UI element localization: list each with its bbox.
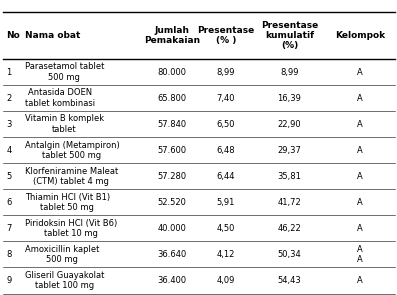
Text: A: A	[357, 94, 363, 103]
Text: 46,22: 46,22	[278, 224, 301, 233]
Text: Parasetamol tablet
500 mg: Parasetamol tablet 500 mg	[25, 62, 104, 82]
Text: 2: 2	[6, 94, 12, 103]
Text: 4,09: 4,09	[217, 276, 235, 285]
Text: 6,48: 6,48	[217, 146, 235, 155]
Text: A: A	[357, 120, 363, 129]
Text: 6: 6	[6, 198, 12, 207]
Text: Antalgin (Metampiron)
tablet 500 mg: Antalgin (Metampiron) tablet 500 mg	[25, 140, 119, 160]
Text: 41,72: 41,72	[278, 198, 301, 207]
Text: 9: 9	[6, 276, 12, 285]
Text: 5,91: 5,91	[217, 198, 235, 207]
Text: 8,99: 8,99	[217, 68, 235, 76]
Text: Piridoksin HCl (Vit B6)
tablet 10 mg: Piridoksin HCl (Vit B6) tablet 10 mg	[25, 219, 117, 238]
Text: 6,44: 6,44	[217, 172, 235, 181]
Text: Jumlah
Pemakaian: Jumlah Pemakaian	[144, 26, 200, 45]
Text: 54,43: 54,43	[278, 276, 301, 285]
Text: 1: 1	[6, 68, 12, 76]
Text: A: A	[357, 146, 363, 155]
Text: No: No	[6, 31, 20, 40]
Text: A
A: A A	[357, 245, 363, 264]
Text: 50,34: 50,34	[278, 250, 301, 259]
Text: Presentase
kumulatif
(%): Presentase kumulatif (%)	[261, 20, 318, 50]
Text: Antasida DOEN
tablet kombinasi: Antasida DOEN tablet kombinasi	[25, 88, 95, 108]
Text: Thiamin HCl (Vit B1)
tablet 50 mg: Thiamin HCl (Vit B1) tablet 50 mg	[25, 193, 110, 212]
Text: Presentase
(% ): Presentase (% )	[197, 26, 254, 45]
Text: 7: 7	[6, 224, 12, 233]
Text: 16,39: 16,39	[278, 94, 301, 103]
Text: 29,37: 29,37	[278, 146, 301, 155]
Text: Kelompok: Kelompok	[335, 31, 385, 40]
Text: 40.000: 40.000	[157, 224, 186, 233]
Text: 6,50: 6,50	[217, 120, 235, 129]
Text: 4,50: 4,50	[217, 224, 235, 233]
Text: 57.600: 57.600	[157, 146, 186, 155]
Text: Vitamin B komplek
tablet: Vitamin B komplek tablet	[25, 114, 104, 134]
Text: 65.800: 65.800	[157, 94, 186, 103]
Text: 5: 5	[6, 172, 12, 181]
Text: 4: 4	[6, 146, 12, 155]
Text: 36.400: 36.400	[157, 276, 186, 285]
Text: A: A	[357, 224, 363, 233]
Text: Klorfeniramine Maleat
(CTM) tablet 4 mg: Klorfeniramine Maleat (CTM) tablet 4 mg	[25, 167, 118, 186]
Text: 80.000: 80.000	[157, 68, 186, 76]
Text: Gliseril Guayakolat
tablet 100 mg: Gliseril Guayakolat tablet 100 mg	[25, 271, 104, 290]
Text: 8,99: 8,99	[280, 68, 299, 76]
Text: A: A	[357, 68, 363, 76]
Text: 8: 8	[6, 250, 12, 259]
Text: 35,81: 35,81	[278, 172, 301, 181]
Text: Amoxicillin kaplet
500 mg: Amoxicillin kaplet 500 mg	[25, 245, 99, 264]
Text: 57.840: 57.840	[157, 120, 186, 129]
Text: 3: 3	[6, 120, 12, 129]
Text: Nama obat: Nama obat	[25, 31, 80, 40]
Text: 36.640: 36.640	[157, 250, 186, 259]
Text: A: A	[357, 276, 363, 285]
Text: A: A	[357, 172, 363, 181]
Text: 22,90: 22,90	[278, 120, 301, 129]
Text: 4,12: 4,12	[217, 250, 235, 259]
Text: A: A	[357, 198, 363, 207]
Text: 57.280: 57.280	[157, 172, 186, 181]
Text: 52.520: 52.520	[157, 198, 186, 207]
Text: 7,40: 7,40	[217, 94, 235, 103]
